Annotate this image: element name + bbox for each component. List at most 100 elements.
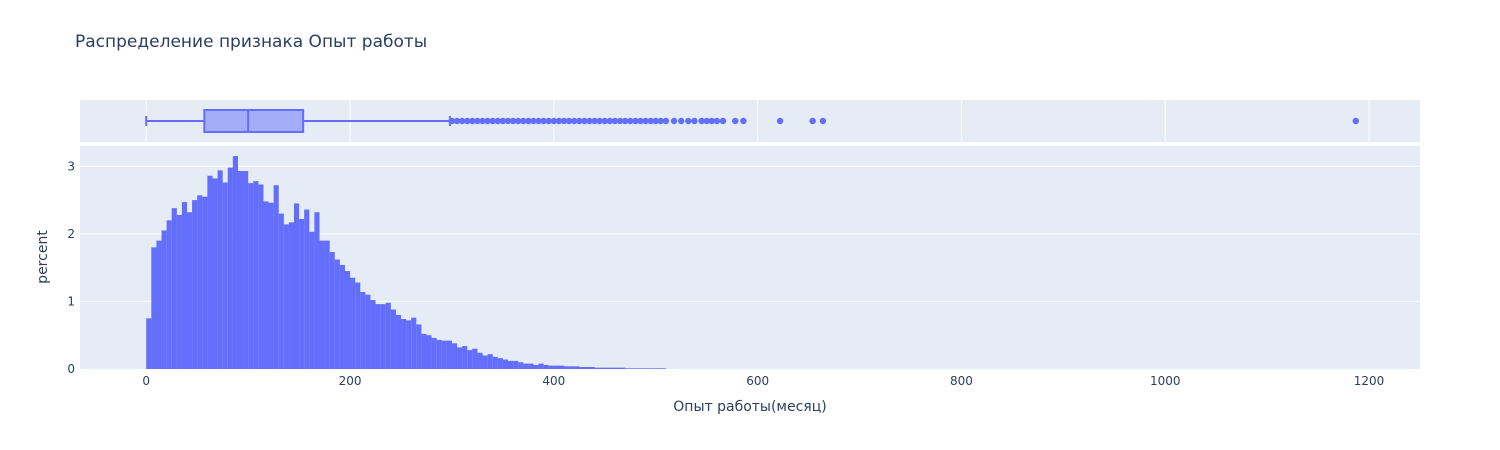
histogram-bar — [293, 203, 300, 369]
box-outlier-point — [453, 117, 461, 125]
histogram-bar — [380, 304, 386, 369]
chart-title: Распределение признака Опыт работы — [75, 32, 428, 52]
box-outlier-point — [514, 117, 522, 125]
box-outlier-point — [479, 117, 486, 125]
box-outlier-point — [632, 117, 639, 125]
histogram-bar — [375, 304, 381, 369]
histogram-bar — [207, 175, 213, 369]
histogram-bar — [421, 333, 427, 369]
histogram-bar — [492, 356, 498, 369]
histogram-bar — [268, 202, 274, 369]
histogram-bar — [472, 348, 478, 369]
histogram-bar — [523, 363, 529, 369]
histogram-bar — [370, 300, 376, 369]
histogram-bar — [660, 368, 666, 369]
histogram-bar — [548, 365, 554, 369]
histogram-bar — [360, 291, 366, 369]
histogram-bar — [650, 368, 656, 369]
box-outlier-point — [611, 117, 619, 125]
histogram-bar — [365, 294, 371, 369]
x-tick-label: 800 — [950, 374, 973, 388]
y-tick-label: 0 — [67, 362, 75, 376]
histogram-bar — [350, 277, 356, 369]
histogram-bar — [304, 209, 310, 369]
histogram-bar — [222, 182, 228, 369]
box-outlier-point — [464, 117, 471, 125]
box-outlier-point — [642, 117, 649, 125]
histogram-bar — [518, 362, 524, 369]
histogram-bar — [171, 208, 177, 369]
histogram-bar — [339, 264, 345, 369]
box-outlier-point — [670, 117, 678, 125]
box-outlier-point — [530, 117, 537, 125]
histogram-bar — [645, 368, 651, 369]
histogram-bar — [324, 240, 330, 369]
histogram-bar — [457, 347, 463, 369]
box-outlier-point — [637, 117, 644, 125]
histogram-bar — [232, 156, 238, 369]
histogram-bar — [620, 367, 626, 369]
tick-labels: 0 200 400 600 800 1000 1200 0 1 2 3 — [67, 159, 1384, 388]
x-axis-title: Опыт работы(месяц) — [673, 399, 826, 415]
histogram-bar — [594, 367, 600, 369]
histogram-bar — [212, 178, 218, 369]
histogram-bar — [426, 335, 432, 369]
box-outlier-point — [494, 117, 501, 125]
box-outlier-point — [560, 117, 568, 125]
box-outlier-point — [555, 117, 563, 125]
box-outlier-point — [621, 117, 629, 125]
histogram-bar — [176, 214, 182, 369]
histogram-bar — [625, 368, 631, 369]
histogram-bar — [390, 309, 396, 369]
histogram-bar — [400, 318, 407, 369]
box-outlier-point — [698, 117, 705, 125]
histogram-bar — [416, 324, 422, 369]
box-plot — [145, 109, 1360, 133]
histogram-bar — [533, 364, 539, 369]
box-outlier-point — [647, 117, 654, 125]
box-outlier-point — [499, 117, 507, 125]
box-outlier-point — [627, 117, 634, 125]
box-outlier-point — [540, 117, 547, 125]
histogram-bar — [181, 202, 188, 369]
histogram-bar — [151, 247, 157, 369]
histogram-bar — [599, 367, 605, 369]
box-outlier-point — [474, 117, 481, 125]
box-outlier-point — [596, 117, 603, 125]
histogram-bar — [584, 366, 590, 369]
histogram-bar — [299, 218, 305, 369]
histogram-bar — [553, 365, 559, 369]
box-outlier-point — [819, 117, 827, 125]
histogram-bar — [192, 200, 198, 369]
x-tick-label: 400 — [542, 374, 565, 388]
box-outlier-point — [678, 117, 685, 125]
box-outlier-point — [489, 117, 496, 125]
box-outlier-point — [662, 117, 670, 125]
histogram-bar — [258, 184, 264, 369]
y-tick-label: 1 — [67, 294, 75, 308]
box-outlier-point — [652, 117, 659, 125]
histogram-bar — [579, 366, 585, 369]
histogram-bar — [482, 355, 488, 369]
y-axis-title: percent — [35, 230, 51, 284]
box-outlier-point — [719, 117, 727, 125]
histogram-bar — [462, 346, 468, 369]
histogram-bar — [614, 367, 621, 369]
histogram-bar — [248, 183, 254, 369]
box-outlier-point — [581, 117, 588, 125]
histogram-bar — [467, 350, 473, 369]
box-outlier-point — [504, 117, 512, 125]
histogram-bar — [574, 366, 580, 369]
histogram-bar — [202, 196, 208, 369]
histogram-bar — [538, 363, 544, 369]
histogram-bar — [186, 212, 193, 369]
y-tick-label: 3 — [67, 159, 75, 173]
histogram-bar — [334, 259, 340, 369]
box-outlier-point — [525, 117, 532, 125]
histogram-bar — [273, 185, 279, 369]
histogram-bar — [288, 222, 295, 369]
histogram-bar — [395, 314, 402, 369]
histogram-bar — [355, 282, 361, 369]
histogram-bar — [319, 240, 325, 369]
box-outlier-point — [550, 117, 558, 125]
